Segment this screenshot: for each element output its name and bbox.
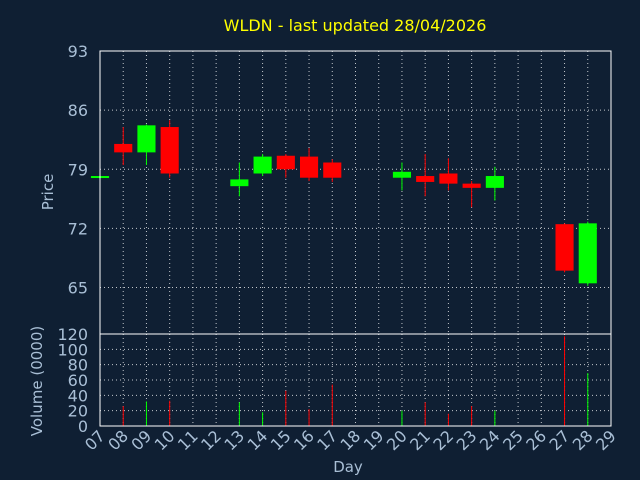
candle-day-23 <box>462 181 481 208</box>
chart-title: WLDN - last updated 28/04/2026 <box>224 16 487 35</box>
candle-body <box>439 173 458 184</box>
price-tick-label: 93 <box>68 42 88 61</box>
candle-day-22 <box>439 158 458 191</box>
volume-axis-label: Volume (0000) <box>28 326 46 436</box>
candle-body <box>578 223 597 284</box>
candle-body <box>462 183 481 188</box>
price-tick-labels: 65 72 79 86 93 <box>68 42 88 298</box>
candle-day-8 <box>114 127 133 166</box>
price-tick-label: 79 <box>68 160 88 179</box>
candle-body <box>253 156 272 174</box>
candle-body <box>276 155 295 170</box>
candle-day-13 <box>230 162 249 197</box>
candle-day-15 <box>276 154 295 178</box>
candlesticks <box>90 120 597 286</box>
candle-body <box>299 156 319 178</box>
x-tick-labels: 0708091011121314151617181920212223242526… <box>81 426 620 454</box>
candle-day-21 <box>416 154 435 197</box>
volume-tick-label: 0 <box>78 417 88 436</box>
candle-body <box>160 127 179 174</box>
volume-tick-label: 100 <box>57 340 88 359</box>
candle-body <box>485 176 504 188</box>
candle-body <box>416 176 435 182</box>
candle-day-24 <box>485 166 504 201</box>
volume-bars <box>122 336 589 426</box>
candle-day-14 <box>253 154 272 177</box>
price-gridlines <box>99 50 612 334</box>
price-tick-label: 72 <box>68 219 88 238</box>
volume-panel-frame <box>99 333 612 427</box>
volume-tick-label: 40 <box>68 386 88 405</box>
volume-gridlines <box>99 333 612 427</box>
price-tick-label: 65 <box>68 279 88 298</box>
volume-tick-label: 60 <box>68 371 88 390</box>
candle-day-17 <box>323 159 342 182</box>
volume-tick-label: 20 <box>68 402 88 421</box>
x-tick-label: 29 <box>592 426 620 454</box>
candle-body <box>392 171 412 178</box>
volume-tick-label: 120 <box>57 325 88 344</box>
volume-tick-label: 80 <box>68 356 88 375</box>
candle-body <box>114 143 133 153</box>
candle-day-28 <box>578 221 597 286</box>
candle-body <box>323 162 342 178</box>
candle-day-9 <box>137 124 156 166</box>
candle-day-27 <box>555 223 574 273</box>
candle-day-16 <box>299 148 319 182</box>
candle-day-10 <box>160 120 179 178</box>
price-tick-label: 86 <box>68 101 88 120</box>
x-axis-label: Day <box>333 458 363 476</box>
candle-body <box>555 224 574 271</box>
price-axis-label: Price <box>39 174 57 211</box>
candle-day-20 <box>392 162 412 191</box>
candle-body <box>230 179 249 187</box>
candle-body <box>137 125 156 153</box>
